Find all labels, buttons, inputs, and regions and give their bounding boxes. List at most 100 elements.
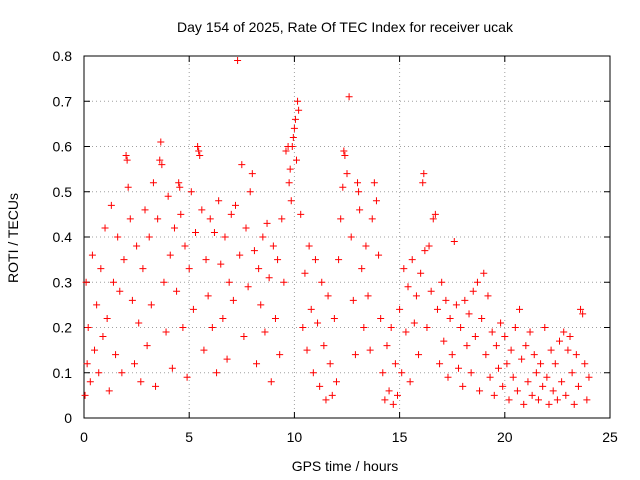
data-point: [229, 296, 237, 304]
y-tick-label: 0.2: [53, 320, 73, 336]
data-point: [208, 324, 216, 331]
data-point: [280, 278, 288, 286]
data-point: [387, 324, 395, 331]
data-point: [293, 156, 301, 164]
data-point: [135, 319, 143, 327]
data-point: [408, 256, 416, 264]
data-point: [488, 328, 496, 336]
data-point: [149, 179, 157, 187]
data-point: [274, 256, 282, 264]
data-point: [476, 387, 484, 395]
data-point: [436, 360, 444, 368]
data-point: [133, 242, 141, 250]
data-point: [490, 391, 498, 399]
data-point: [200, 346, 208, 354]
y-tick-label: 0.7: [53, 93, 73, 109]
data-point: [307, 305, 315, 313]
data-point: [95, 369, 103, 377]
data-point: [438, 278, 446, 286]
data-point: [236, 251, 244, 259]
x-tick-label: 0: [80, 429, 88, 445]
data-point: [219, 314, 227, 322]
data-point: [433, 305, 441, 313]
data-point: [579, 310, 587, 318]
data-point: [577, 305, 585, 313]
data-point: [107, 201, 115, 209]
data-point: [124, 183, 132, 191]
y-tick-label: 0.5: [53, 184, 73, 200]
data-points: [81, 57, 593, 408]
data-point: [400, 265, 408, 273]
data-point: [455, 364, 463, 372]
data-point: [524, 378, 532, 386]
data-point: [415, 351, 423, 359]
data-point: [215, 197, 223, 205]
data-point: [583, 396, 591, 404]
data-point: [286, 165, 294, 173]
data-point: [198, 206, 206, 214]
data-point: [505, 396, 513, 404]
data-point: [539, 382, 547, 390]
y-tick-label: 0.8: [53, 48, 73, 64]
data-point: [97, 265, 105, 273]
data-point: [91, 346, 99, 354]
data-point: [381, 396, 389, 404]
data-point: [82, 278, 90, 286]
data-point: [289, 133, 297, 141]
data-point: [370, 179, 378, 187]
data-point: [581, 360, 589, 368]
data-point: [320, 342, 328, 350]
data-point: [223, 355, 231, 363]
data-point: [520, 400, 528, 408]
x-tick-label: 25: [602, 429, 618, 445]
data-point: [484, 292, 492, 300]
data-point: [175, 179, 183, 187]
y-tick-label: 0.3: [53, 274, 73, 290]
data-point: [105, 387, 113, 395]
data-point: [501, 333, 509, 341]
data-point: [347, 233, 355, 241]
data-point: [287, 197, 295, 205]
data-point: [234, 57, 242, 65]
data-point: [157, 138, 165, 146]
data-point: [330, 314, 338, 322]
data-point: [290, 124, 298, 132]
data-point: [585, 373, 593, 381]
data-point: [572, 351, 580, 359]
data-point: [391, 360, 399, 368]
y-tick-label: 0: [64, 410, 72, 426]
data-point: [389, 400, 397, 408]
data-point: [417, 269, 425, 277]
data-point: [335, 256, 343, 264]
data-point: [549, 387, 557, 395]
data-point: [457, 324, 465, 331]
data-point: [84, 324, 92, 331]
data-point: [166, 251, 174, 259]
data-point: [534, 396, 542, 404]
data-point: [154, 215, 162, 223]
data-point: [398, 369, 406, 377]
data-point: [419, 179, 427, 187]
data-point: [349, 296, 357, 304]
data-point: [118, 369, 126, 377]
data-point: [509, 373, 517, 381]
data-point: [337, 215, 345, 223]
data-point: [377, 314, 385, 322]
chart-title: Day 154 of 2025, Rate Of TEC Index for r…: [177, 19, 514, 35]
y-tick-label: 0.4: [53, 229, 73, 245]
data-point: [109, 278, 117, 286]
data-point: [145, 233, 153, 241]
data-point: [560, 328, 568, 336]
data-point: [176, 183, 184, 191]
data-point: [179, 324, 187, 331]
data-point: [318, 278, 326, 286]
data-point: [482, 351, 490, 359]
data-point: [423, 324, 431, 331]
data-point: [499, 382, 507, 390]
data-point: [195, 147, 203, 155]
data-point: [421, 247, 429, 255]
data-point: [116, 287, 124, 295]
axes: 0 5 10 15 20 25 0 0.1 0.2 0.3 0.4 0.5 0.6 0.7 0.8: [53, 48, 618, 445]
data-point: [473, 278, 481, 286]
data-point: [93, 301, 101, 309]
